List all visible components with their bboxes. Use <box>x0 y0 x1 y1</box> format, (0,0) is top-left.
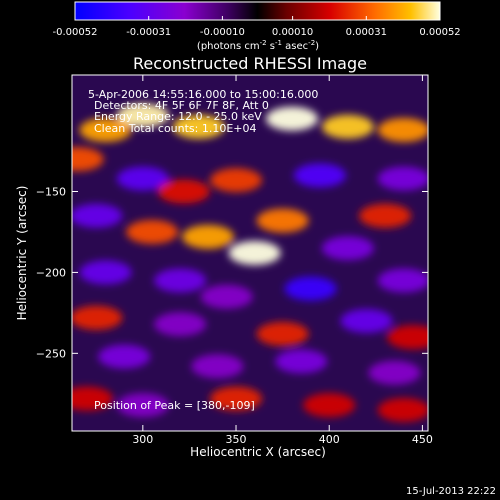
heatmap-blob <box>172 114 225 139</box>
y-axis-label: Heliocentric Y (arcsec) <box>15 186 29 321</box>
heatmap-blob <box>256 321 309 346</box>
heatmap-blob <box>387 325 428 350</box>
x-tick-label: 450 <box>412 433 433 446</box>
heatmap-blob <box>210 168 263 193</box>
y-axis: −150 −200 −250 <box>36 186 428 360</box>
heatmap-blob <box>182 224 235 249</box>
heatmap-blob <box>377 118 428 143</box>
heatmap <box>72 103 428 422</box>
heatmap-blob <box>79 118 132 143</box>
colorbar-tick-label: -0.00010 <box>200 27 245 38</box>
colorbar-tick-label: -0.00052 <box>53 27 98 38</box>
plot-frame <box>71 74 429 432</box>
colorbar-ticks: -0.00052 -0.00031 -0.00010 0.00010 0.00031 0.… <box>53 16 461 38</box>
colorbar-tick-label: 0.00010 <box>272 27 313 38</box>
footer-timestamp: 15-Jul-2013 22:22 <box>406 486 496 497</box>
heatmap-blob <box>72 386 113 411</box>
heatmap-blob <box>157 179 210 204</box>
heatmap-blob <box>228 241 281 265</box>
heatmap-blob <box>284 276 337 301</box>
heatmap-blob <box>377 397 428 422</box>
annotation-time: 5-Apr-2006 14:55:16.000 to 15:00:16.000 <box>88 88 318 101</box>
heatmap-blob <box>293 163 346 188</box>
heatmap-blob <box>200 284 253 309</box>
y-tick-label: −200 <box>36 266 66 279</box>
heatmap-blob <box>321 114 374 139</box>
heatmap-blob <box>275 349 328 374</box>
annotations: 5-Apr-2006 14:55:16.000 to 15:00:16.000 … <box>88 88 318 412</box>
x-tick-label: 300 <box>132 433 153 446</box>
x-axis: 300 350 400 450 <box>132 75 433 446</box>
peak-position-label: Position of Peak = [380,-109] <box>94 399 255 412</box>
x-axis-label: Heliocentric X (arcsec) <box>190 445 326 459</box>
heatmap-blob <box>116 103 169 128</box>
chart-title: Reconstructed RHESSI Image <box>133 54 367 73</box>
heatmap-blob <box>265 106 318 131</box>
heatmap-blob <box>191 354 244 379</box>
heatmap-blob <box>377 268 428 293</box>
colorbar-tick-label: -0.00031 <box>126 27 171 38</box>
annotation-clean: Clean Total counts: 1.10E+04 <box>94 122 257 135</box>
heatmap-blob <box>72 305 123 330</box>
heatmap-blob <box>79 260 132 285</box>
heatmap-blob <box>210 386 263 411</box>
heatmap-blob <box>303 393 356 418</box>
heatmap-blob <box>359 203 412 228</box>
x-tick-label: 350 <box>226 433 247 446</box>
colorbar-tick-label: 0.00052 <box>419 27 460 38</box>
y-tick-label: −250 <box>36 347 66 360</box>
colorbar-tick-label: 0.00031 <box>346 27 387 38</box>
heatmap-blob <box>126 219 179 244</box>
heatmap-blob <box>321 236 374 261</box>
x-tick-label: 400 <box>319 433 340 446</box>
heatmap-blob <box>377 166 428 191</box>
y-tick-label: −150 <box>36 186 66 199</box>
heatmap-blob <box>116 393 169 418</box>
heatmap-blob <box>340 308 393 333</box>
colorbar <box>74 1 441 21</box>
annotation-detectors: Detectors: 4F 5F 6F 7F 8F, Att 0 <box>94 99 269 112</box>
heatmap-blob <box>116 166 169 191</box>
annotation-energy: Energy Range: 12.0 - 25.0 keV <box>94 110 262 123</box>
heatmap-blob <box>98 344 151 369</box>
heatmap-blob <box>72 147 104 172</box>
heatmap-blob <box>368 360 421 385</box>
colorbar-unit: (photons cm-2 s-1 asec-2) <box>197 39 319 52</box>
heatmap-blob <box>256 208 309 233</box>
heatmap-blob <box>154 312 207 337</box>
heatmap-blob <box>154 268 207 293</box>
heatmap-blob <box>72 203 123 228</box>
